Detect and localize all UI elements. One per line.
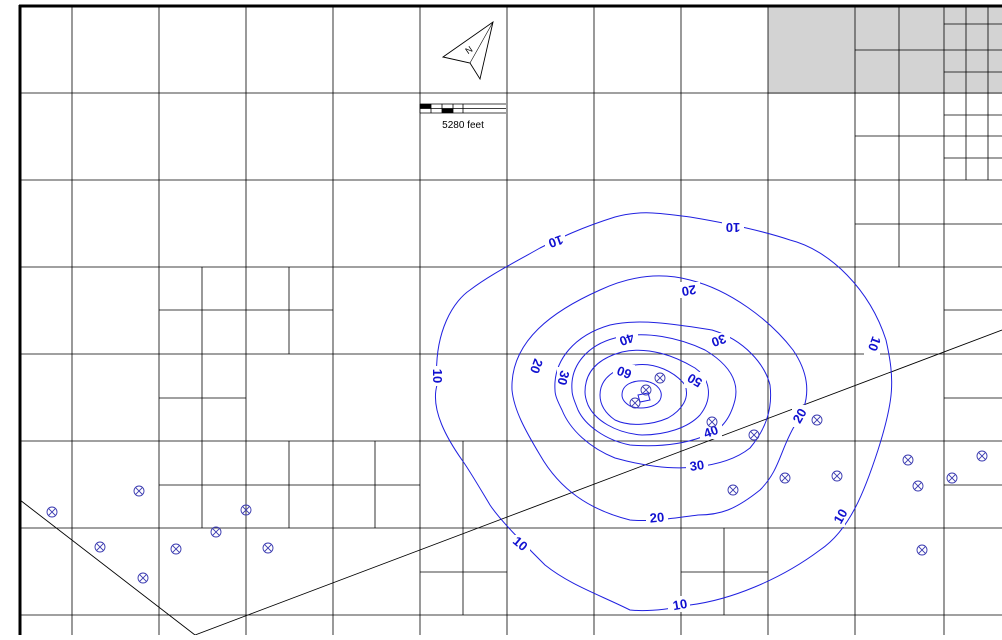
contour-labels: 10 10 10 10 10 10 10 20 20 20 20 30 30 3… — [430, 220, 884, 613]
well-marker-icon — [137, 572, 149, 584]
well-marker-icon — [779, 472, 791, 484]
contour-label: 10 — [830, 506, 850, 526]
well-marker-icon — [640, 384, 652, 396]
contour-core — [637, 392, 651, 403]
contour-label: 10 — [726, 220, 740, 235]
contour-inner — [621, 380, 662, 409]
well-marker-icon — [629, 397, 641, 409]
contour-label: 60 — [615, 363, 634, 382]
well-marker-icon — [210, 526, 222, 538]
contour-30 — [554, 321, 772, 469]
north-arrow-icon — [441, 20, 494, 81]
well-marker-icon — [240, 504, 252, 516]
section-grid — [20, 6, 1002, 635]
well-marker-icon — [748, 429, 760, 441]
well-marker-icon — [262, 542, 274, 554]
well-marker-icon — [727, 484, 739, 496]
road — [194, 329, 1002, 636]
contour-label: 40 — [617, 330, 636, 349]
contour-label: 40 — [701, 422, 720, 441]
contour-label: 50 — [685, 370, 705, 390]
well-marker-icon — [133, 485, 145, 497]
well-marker-icon — [654, 372, 666, 384]
contour-20 — [511, 275, 808, 522]
north-arrow-letter: N — [463, 44, 474, 56]
contour-label: 10 — [671, 596, 688, 613]
contour-label: 20 — [789, 406, 809, 426]
well-marker-icon — [976, 450, 988, 462]
contour-label: 20 — [680, 282, 697, 299]
contour-label: 30 — [709, 331, 728, 350]
contour-label: 30 — [554, 369, 572, 387]
map-frame-border — [18, 4, 1002, 635]
contour-label: 10 — [430, 369, 445, 383]
well-marker-icon — [902, 454, 914, 466]
well-marker-icon — [811, 414, 823, 426]
roads — [19, 329, 1002, 636]
well-marker-icon — [706, 416, 718, 428]
contour-50 — [584, 349, 709, 436]
contour-label: 30 — [689, 457, 705, 474]
contour-label: 20 — [649, 509, 665, 525]
well-marker-icon — [912, 480, 924, 492]
well-marker-icon — [831, 470, 843, 482]
well-marker-icon — [946, 472, 958, 484]
contour-label: 10 — [865, 334, 884, 353]
wells — [46, 372, 988, 584]
scale-label: 5280 feet — [442, 120, 484, 131]
contour-lines — [435, 212, 893, 612]
well-marker-icon — [94, 541, 106, 553]
contour-10 — [435, 212, 893, 612]
well-marker-icon — [170, 543, 182, 555]
well-marker-icon — [916, 544, 928, 556]
contour-label: 10 — [546, 232, 565, 251]
well-marker-icon — [46, 506, 58, 518]
scale-bar — [419, 103, 506, 114]
contour-label: 20 — [527, 357, 546, 376]
road — [19, 499, 196, 636]
